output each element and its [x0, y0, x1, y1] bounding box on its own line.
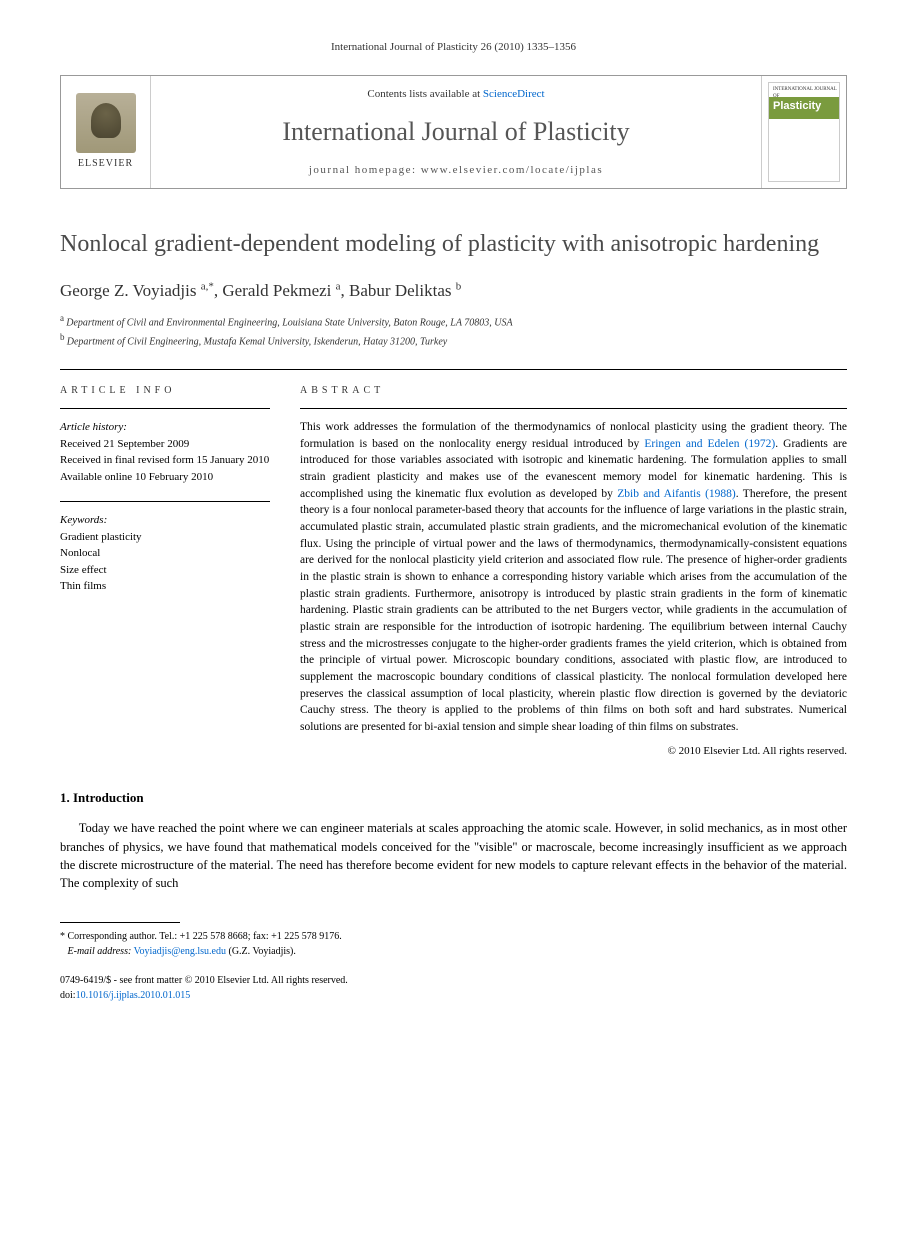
corresponding-author-note: * Corresponding author. Tel.: +1 225 578… [60, 929, 847, 944]
journal-homepage: journal homepage: www.elsevier.com/locat… [309, 163, 603, 178]
footnotes: * Corresponding author. Tel.: +1 225 578… [60, 929, 847, 959]
history-line: Received 21 September 2009 [60, 438, 189, 450]
cover-image: INTERNATIONAL JOURNAL OF Plasticity [768, 82, 840, 182]
author-marker: a [336, 280, 341, 292]
abstract-label: ABSTRACT [300, 384, 847, 398]
elsevier-tree-icon [76, 93, 136, 153]
article-info-column: ARTICLE INFO Article history: Received 2… [60, 384, 270, 759]
email-line: E-mail address: Voyiadjis@eng.lsu.edu (G… [60, 944, 847, 959]
article-info-label: ARTICLE INFO [60, 384, 270, 398]
publisher-logo: ELSEVIER [61, 76, 151, 188]
contents-lists-line: Contents lists available at ScienceDirec… [367, 87, 544, 102]
citation-link[interactable]: Zbib and Aifantis (1988) [617, 488, 736, 500]
keyword: Thin films [60, 580, 106, 592]
keyword: Nonlocal [60, 547, 100, 559]
affiliations: a Department of Civil and Environmental … [60, 312, 847, 349]
author-marker: b [456, 280, 462, 292]
cover-title: Plasticity [773, 99, 821, 114]
history-line: Received in final revised form 15 Januar… [60, 454, 269, 466]
history-line: Available online 10 February 2010 [60, 471, 213, 483]
keywords-label: Keywords: [60, 514, 107, 526]
affiliation-marker: b [60, 332, 67, 342]
intro-paragraph: Today we have reached the point where we… [60, 819, 847, 892]
divider [60, 501, 270, 502]
masthead-center: Contents lists available at ScienceDirec… [151, 76, 761, 188]
author-list: George Z. Voyiadjis a,*, Gerald Pekmezi … [60, 279, 847, 303]
corresponding-email-link[interactable]: Voyiadjis@eng.lsu.edu [134, 946, 226, 957]
journal-cover-thumbnail: INTERNATIONAL JOURNAL OF Plasticity [761, 76, 846, 188]
journal-name: International Journal of Plasticity [282, 114, 629, 150]
article-title: Nonlocal gradient-dependent modeling of … [60, 229, 847, 260]
info-abstract-row: ARTICLE INFO Article history: Received 2… [60, 369, 847, 759]
section-heading-intro: 1. Introduction [60, 789, 847, 807]
doi-line: doi:10.1016/j.ijplas.2010.01.015 [60, 988, 847, 1003]
footer-block: 0749-6419/$ - see front matter © 2010 El… [60, 973, 847, 1003]
keyword: Size effect [60, 564, 107, 576]
history-label: Article history: [60, 421, 127, 433]
article-history: Article history: Received 21 September 2… [60, 419, 270, 485]
author-marker: a,* [201, 280, 214, 292]
abstract-text: This work addresses the formulation of t… [300, 419, 847, 736]
running-header: International Journal of Plasticity 26 (… [60, 40, 847, 55]
affiliation-line: b Department of Civil Engineering, Musta… [60, 331, 847, 349]
author: Babur Deliktas b [349, 281, 461, 300]
contents-prefix: Contents lists available at [367, 88, 482, 100]
affiliation-marker: a [60, 313, 66, 323]
email-label: E-mail address: [68, 946, 132, 957]
affiliation-line: a Department of Civil and Environmental … [60, 312, 847, 330]
keywords-block: Keywords: Gradient plasticity Nonlocal Siz… [60, 512, 270, 595]
author: Gerald Pekmezi a [222, 281, 340, 300]
divider [60, 408, 270, 409]
abstract-column: ABSTRACT This work addresses the formula… [300, 384, 847, 759]
divider [300, 408, 847, 409]
email-author: (G.Z. Voyiadjis). [228, 946, 295, 957]
citation-link[interactable]: Eringen and Edelen (1972) [644, 438, 775, 450]
doi-label: doi: [60, 990, 76, 1001]
footnote-rule [60, 922, 180, 923]
keyword: Gradient plasticity [60, 531, 142, 543]
doi-link[interactable]: 10.1016/j.ijplas.2010.01.015 [76, 990, 191, 1001]
issn-line: 0749-6419/$ - see front matter © 2010 El… [60, 973, 847, 988]
author: George Z. Voyiadjis a,* [60, 281, 214, 300]
publisher-name: ELSEVIER [78, 157, 133, 171]
abstract-copyright: © 2010 Elsevier Ltd. All rights reserved… [300, 744, 847, 759]
journal-masthead: ELSEVIER Contents lists available at Sci… [60, 75, 847, 189]
sciencedirect-link[interactable]: ScienceDirect [483, 88, 545, 100]
